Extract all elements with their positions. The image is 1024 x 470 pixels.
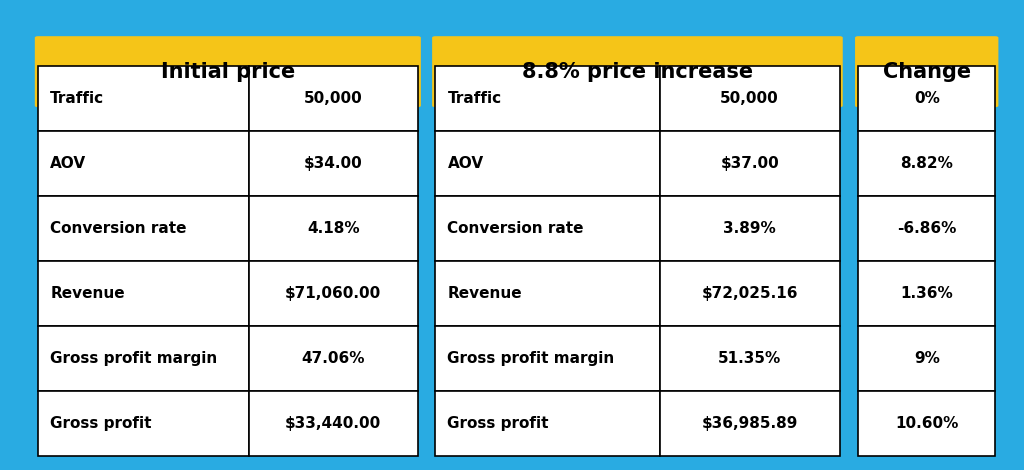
Text: Change: Change [883,62,971,82]
Text: $71,060.00: $71,060.00 [285,286,381,301]
Bar [659,326,840,391]
Text: 0%: 0% [913,91,940,106]
Text: AOV: AOV [50,156,86,171]
Bar [249,66,418,131]
FancyBboxPatch shape [35,36,421,107]
Bar [435,261,659,326]
Bar [38,391,249,456]
Bar [249,261,418,326]
Bar [249,326,418,391]
Text: 51.35%: 51.35% [718,351,781,366]
Bar [38,196,249,261]
FancyBboxPatch shape [432,36,843,107]
Bar [659,131,840,196]
Text: Gross profit: Gross profit [447,416,549,431]
Text: Conversion rate: Conversion rate [50,221,186,236]
Text: 3.89%: 3.89% [723,221,776,236]
Bar [38,66,249,131]
Text: Revenue: Revenue [447,286,522,301]
Text: $33,440.00: $33,440.00 [285,416,381,431]
Bar [435,66,659,131]
Bar [38,326,249,391]
Bar [435,391,659,456]
Text: $36,985.89: $36,985.89 [701,416,798,431]
Text: Gross profit: Gross profit [50,416,152,431]
Text: Revenue: Revenue [50,286,125,301]
Text: 8.8% price increase: 8.8% price increase [522,62,753,82]
Bar [659,196,840,261]
Text: 8.82%: 8.82% [900,156,953,171]
Text: Gross profit margin: Gross profit margin [447,351,614,366]
Bar [249,131,418,196]
Text: 50,000: 50,000 [304,91,362,106]
Text: 9%: 9% [913,351,940,366]
Text: Initial price: Initial price [161,62,295,82]
Bar [659,391,840,456]
Text: Gross profit margin: Gross profit margin [50,351,217,366]
Text: 4.18%: 4.18% [307,221,359,236]
Text: Conversion rate: Conversion rate [447,221,584,236]
Text: Traffic: Traffic [50,91,104,106]
Text: $72,025.16: $72,025.16 [701,286,798,301]
Text: AOV: AOV [447,156,483,171]
Bar [435,131,659,196]
Bar [659,261,840,326]
Text: 1.36%: 1.36% [900,286,953,301]
Text: 10.60%: 10.60% [895,416,958,431]
Text: -6.86%: -6.86% [897,221,956,236]
Bar [858,261,995,326]
Bar [435,196,659,261]
Text: $37.00: $37.00 [720,156,779,171]
Bar [858,131,995,196]
Bar [858,66,995,131]
Bar [435,326,659,391]
Bar [858,326,995,391]
Bar [659,66,840,131]
Bar [249,391,418,456]
Bar [858,391,995,456]
Text: Traffic: Traffic [447,91,502,106]
Bar [38,261,249,326]
Text: $34.00: $34.00 [304,156,362,171]
Bar [858,196,995,261]
Text: 50,000: 50,000 [720,91,779,106]
FancyBboxPatch shape [855,36,998,107]
Text: 47.06%: 47.06% [301,351,365,366]
Bar [249,196,418,261]
Bar [38,131,249,196]
